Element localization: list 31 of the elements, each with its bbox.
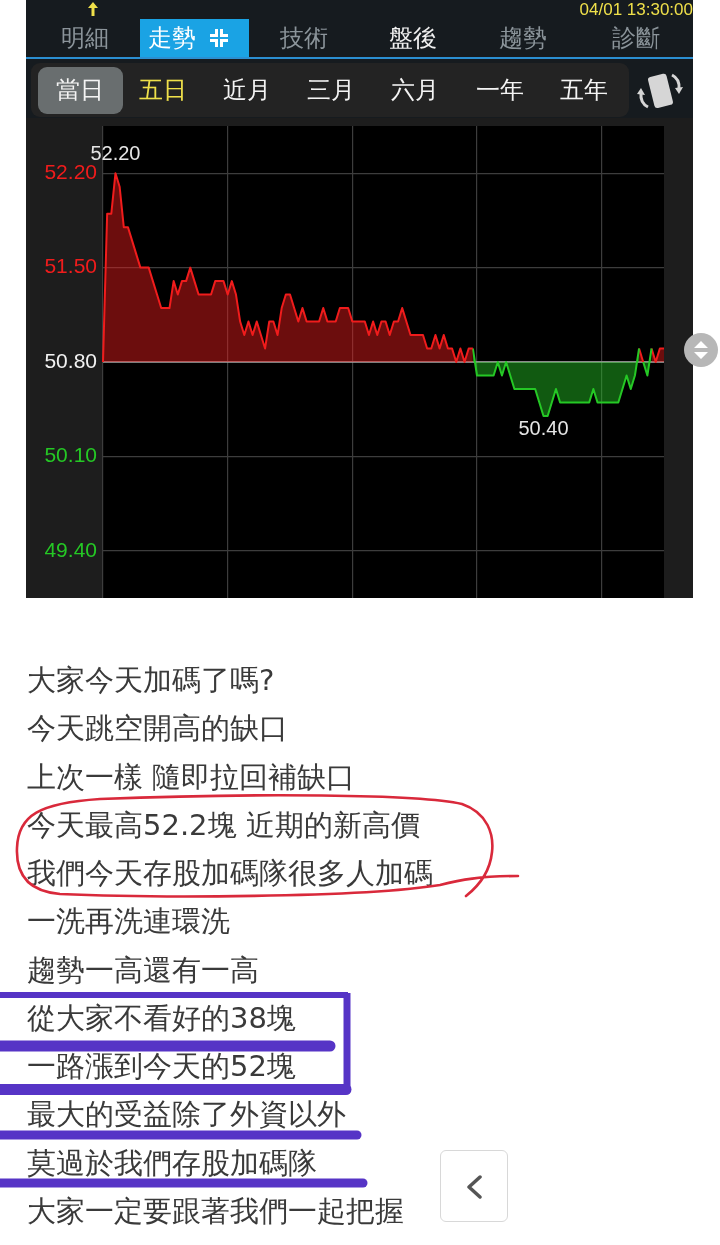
annotation: 50.40 <box>518 417 569 440</box>
text: 一路漲到今天的52塊 <box>27 1049 296 1084</box>
text: 今天跳空開高的缺口 <box>27 711 288 746</box>
y-tick-label: 49.40 <box>44 537 97 561</box>
text: 我們今天存股加碼隊很多人加碼 <box>27 856 433 891</box>
text: 趨勢 <box>499 23 547 54</box>
text: 三月 <box>307 75 355 106</box>
text: 大家今天加碼了嗎? <box>27 663 275 697</box>
text: 近月 <box>223 75 271 106</box>
y-tick-label: 51.50 <box>44 254 97 278</box>
text: 一洗再洗連環洗 <box>27 904 230 939</box>
text: 技術 <box>280 23 328 54</box>
text: 明細 <box>61 23 109 54</box>
text: 五年 <box>560 75 608 106</box>
y-tick-label: 50.10 <box>44 443 97 467</box>
text: 走勢 <box>148 23 196 54</box>
text: 六月 <box>391 75 439 106</box>
text: 從大家不看好的38塊 <box>27 1000 296 1035</box>
text: 當日 <box>56 75 104 106</box>
text: 莫過於我們存股加碼隊 <box>27 1145 317 1180</box>
text: 上次一樣 隨即拉回補缺口 <box>27 759 356 794</box>
text: 最大的受益除了外資以外 <box>27 1097 346 1132</box>
text: 大家一定要跟著我們一起把握 <box>27 1193 404 1228</box>
text: 一年 <box>476 75 524 106</box>
text: 盤後 <box>389 23 437 54</box>
y-tick-label: 50.80 <box>44 348 97 372</box>
text: 今天最高52.2塊 近期的新高價 <box>27 807 420 842</box>
text: 五日 <box>139 75 187 106</box>
text: 04/01 13:30:00 <box>579 0 693 19</box>
text: 趨勢一高還有一高 <box>27 952 259 987</box>
text: 診斷 <box>612 23 660 54</box>
